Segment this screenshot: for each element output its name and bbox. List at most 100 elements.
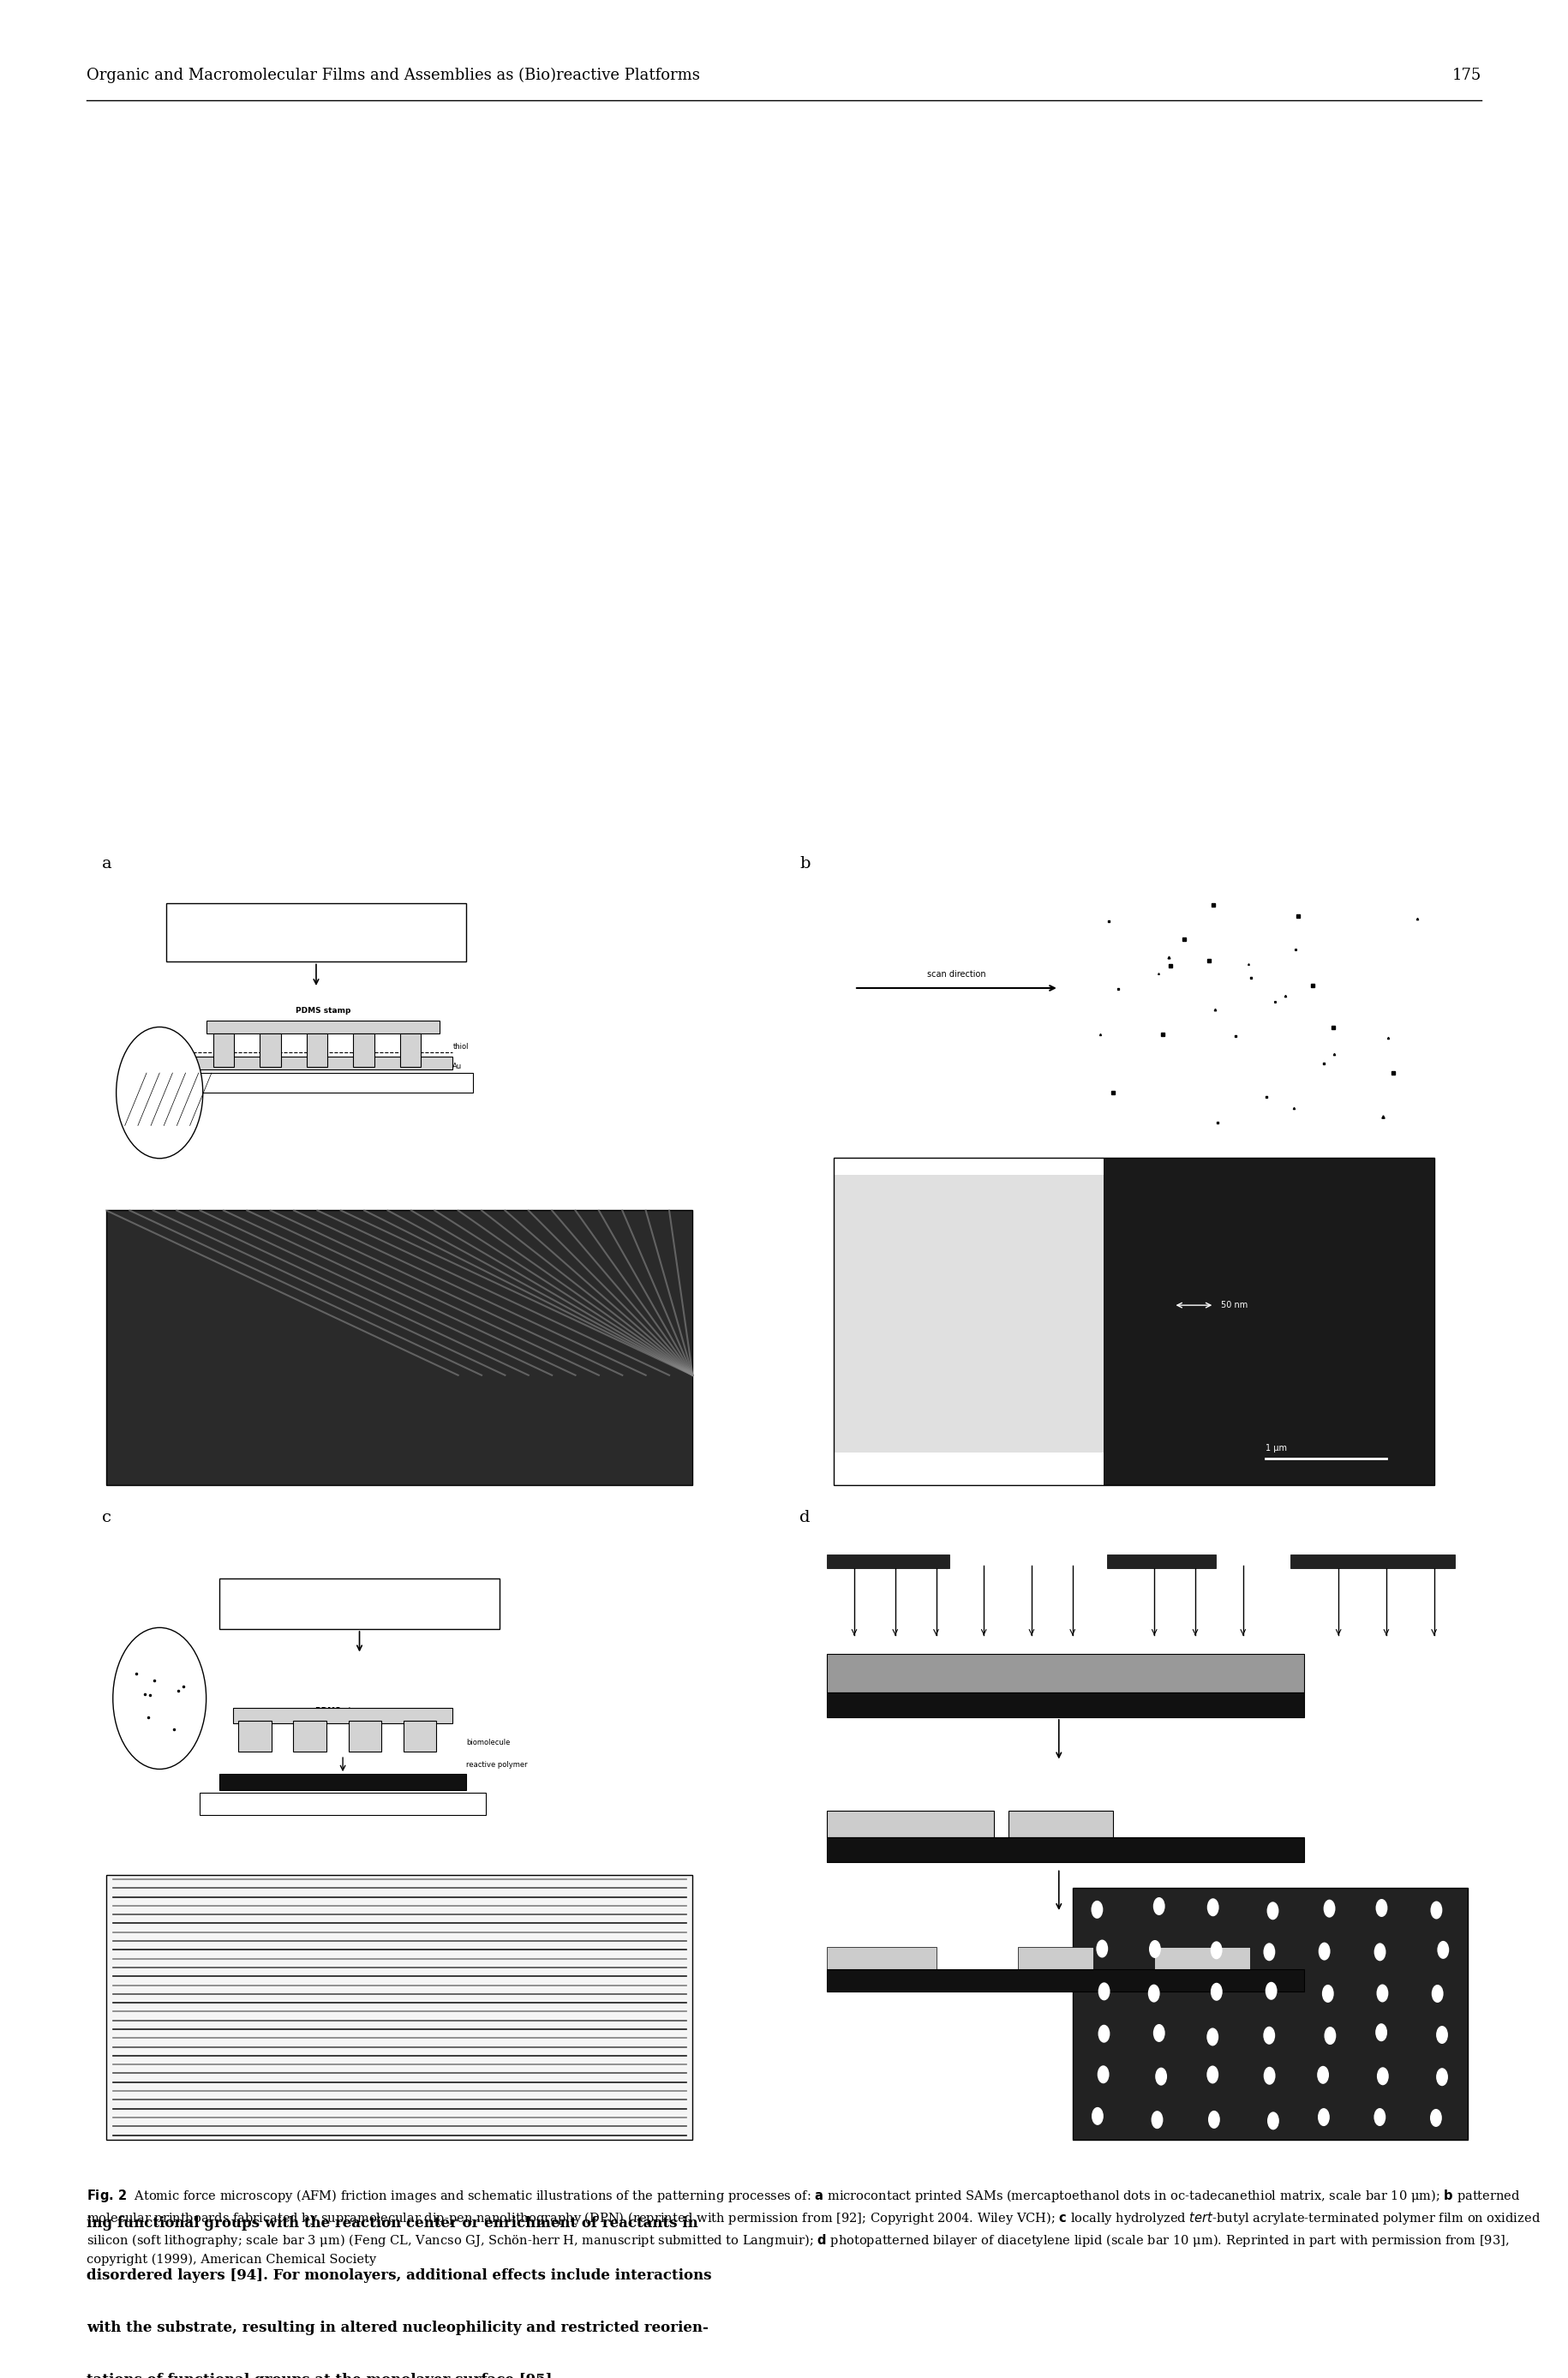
Text: tations of functional groups at the monolayer surface [95].: tations of functional groups at the mono…	[86, 2373, 557, 2378]
Text: b: b	[800, 856, 811, 870]
Bar	[1290, 1555, 1455, 1567]
Circle shape	[1151, 2112, 1163, 2128]
Circle shape	[1377, 1983, 1388, 2002]
Bar	[207, 1020, 439, 1034]
Bar	[826, 1555, 950, 1567]
Bar	[403, 1719, 436, 1753]
Bar	[193, 1056, 453, 1070]
Circle shape	[1436, 2026, 1447, 2043]
Circle shape	[1098, 1983, 1110, 2000]
Circle shape	[1267, 2112, 1279, 2131]
Text: disordered layers [94]. For monolayers, additional effects include interactions: disordered layers [94]. For monolayers, …	[86, 2269, 712, 2283]
Text: Organic and Macromolecular Films and Assemblies as (Bio)reactive Platforms: Organic and Macromolecular Films and Ass…	[86, 67, 699, 83]
Circle shape	[1210, 1983, 1223, 2000]
Circle shape	[1152, 2024, 1165, 2043]
Bar	[1073, 1888, 1468, 2140]
Text: $\bf{Fig.\,2}$  Atomic force microscopy (AFM) friction images and schematic illu: $\bf{Fig.\,2}$ Atomic force microscopy (…	[86, 2188, 1540, 2266]
Text: biomolecule: biomolecule	[466, 1738, 510, 1745]
Bar	[166, 904, 466, 961]
Text: Si: Si	[314, 1080, 320, 1087]
Text: PDMS stamp: PDMS stamp	[290, 927, 343, 937]
Circle shape	[1264, 1943, 1275, 1962]
Bar	[220, 1579, 499, 1629]
Text: PDMS stamp: PDMS stamp	[332, 1600, 386, 1608]
Circle shape	[1149, 1940, 1160, 1957]
Circle shape	[1265, 1981, 1278, 2000]
Bar	[1154, 1948, 1250, 1969]
Bar	[293, 1719, 326, 1753]
Circle shape	[1436, 2069, 1447, 2086]
Circle shape	[1264, 2066, 1275, 2086]
Circle shape	[1264, 2026, 1275, 2045]
Text: PDMS stamp: PDMS stamp	[315, 1707, 370, 1715]
Bar	[834, 1175, 1104, 1453]
Bar	[213, 1034, 234, 1065]
Circle shape	[1267, 1902, 1279, 1919]
Text: ing functional groups with the reaction center or enrichment of reactants in: ing functional groups with the reaction …	[86, 2216, 698, 2231]
Circle shape	[116, 1027, 202, 1158]
Circle shape	[1096, 1940, 1109, 1957]
Circle shape	[1432, 1986, 1444, 2002]
Circle shape	[1317, 2066, 1330, 2083]
Bar	[826, 1969, 1305, 1990]
Bar	[172, 1072, 472, 1094]
Bar	[220, 1774, 466, 1791]
Bar	[232, 1707, 453, 1724]
Text: d: d	[800, 1510, 811, 1524]
Bar	[1107, 1555, 1215, 1567]
Circle shape	[1375, 2024, 1388, 2040]
Bar	[826, 1655, 1305, 1693]
Bar	[238, 1719, 271, 1753]
Circle shape	[1319, 1943, 1330, 1959]
Bar	[834, 1158, 1435, 1484]
Text: Au: Au	[453, 1063, 463, 1070]
Circle shape	[1375, 1900, 1388, 1917]
Bar	[1018, 1948, 1093, 1969]
Text: scan direction: scan direction	[927, 970, 986, 977]
Circle shape	[1207, 2028, 1218, 2045]
Bar	[353, 1034, 375, 1065]
Text: 50 nm: 50 nm	[1221, 1301, 1248, 1310]
Bar	[826, 1836, 1305, 1862]
Bar	[107, 1210, 693, 1484]
Bar	[1008, 1810, 1113, 1836]
Circle shape	[1322, 1986, 1334, 2002]
Bar	[199, 1793, 486, 1814]
Text: 1 μm: 1 μm	[1265, 1443, 1287, 1453]
Circle shape	[1207, 2112, 1220, 2128]
Bar	[348, 1719, 381, 1753]
Text: Ti: Ti	[453, 1087, 459, 1094]
Bar	[107, 1874, 693, 2140]
Text: 175: 175	[1452, 69, 1482, 83]
Bar	[400, 1034, 420, 1065]
Circle shape	[1207, 2066, 1218, 2083]
Circle shape	[1438, 1940, 1449, 1959]
Circle shape	[1430, 2109, 1443, 2126]
Circle shape	[1207, 1898, 1218, 1917]
Text: a: a	[102, 856, 111, 870]
Text: with the substrate, resulting in altered nucleophilicity and restricted reorien-: with the substrate, resulting in altered…	[86, 2321, 709, 2335]
Circle shape	[1156, 2066, 1167, 2086]
Bar	[260, 1034, 281, 1065]
Circle shape	[1210, 1940, 1223, 1959]
Circle shape	[1325, 2026, 1336, 2045]
Bar	[306, 1034, 328, 1065]
Circle shape	[1377, 2066, 1389, 2086]
Circle shape	[1091, 2107, 1104, 2126]
Text: PDMS stamp: PDMS stamp	[295, 1008, 350, 1015]
Circle shape	[1091, 1900, 1102, 1919]
Circle shape	[113, 1627, 207, 1769]
Circle shape	[1374, 2107, 1386, 2126]
Circle shape	[1098, 2066, 1109, 2083]
Bar	[826, 1948, 936, 1969]
Text: Si: Si	[339, 1800, 347, 1807]
Circle shape	[1374, 1943, 1386, 1962]
Circle shape	[1323, 1900, 1336, 1917]
Circle shape	[1152, 1898, 1165, 1914]
Text: thiol: thiol	[453, 1044, 469, 1051]
Circle shape	[1317, 2109, 1330, 2126]
Circle shape	[1430, 1900, 1443, 1919]
Text: reactive polymer: reactive polymer	[466, 1760, 527, 1769]
Circle shape	[1148, 1983, 1160, 2002]
Bar	[826, 1693, 1305, 1717]
